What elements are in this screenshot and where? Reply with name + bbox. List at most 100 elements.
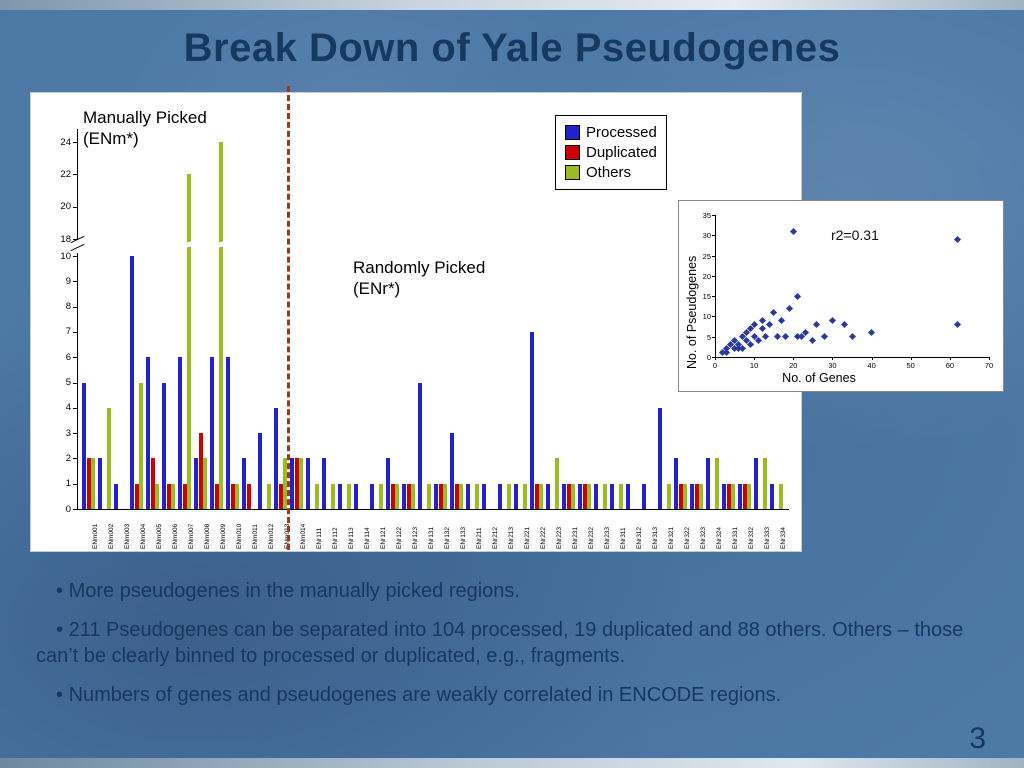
bar-others bbox=[571, 483, 576, 509]
bar-processed bbox=[402, 483, 406, 509]
bar-processed bbox=[322, 458, 326, 509]
y-tick-label: 1 bbox=[65, 478, 71, 490]
bullet-marker: • bbox=[56, 580, 64, 602]
legend-label: Processed bbox=[586, 124, 657, 141]
scatter-point bbox=[746, 341, 754, 349]
legend-item: Processed bbox=[565, 124, 657, 141]
bar-others bbox=[91, 458, 96, 509]
bar-others bbox=[331, 483, 336, 509]
bar-duplicated bbox=[278, 483, 283, 509]
x-category-label: ENr334 bbox=[780, 526, 787, 549]
x-category-label: ENm010 bbox=[236, 523, 243, 549]
bar-others bbox=[267, 483, 272, 509]
y-tick-mark bbox=[712, 296, 715, 298]
bar-processed bbox=[370, 483, 374, 509]
x-category-label: ENr313 bbox=[652, 526, 659, 549]
bar-processed bbox=[770, 483, 774, 509]
bar-processed bbox=[530, 331, 534, 509]
x-tick-label: 20 bbox=[789, 361, 798, 370]
x-axis-line bbox=[77, 509, 789, 510]
bar-others bbox=[443, 483, 448, 509]
bar-duplicated bbox=[566, 483, 571, 509]
x-category-label: ENm006 bbox=[172, 523, 179, 549]
x-category-label: ENr231 bbox=[572, 526, 579, 549]
manual-random-divider-line bbox=[287, 86, 290, 550]
scatter-point bbox=[789, 227, 797, 235]
y-tick-label: 20 bbox=[60, 201, 71, 213]
bar-processed bbox=[690, 483, 694, 509]
x-category-label: ENr312 bbox=[636, 526, 643, 549]
x-category-label: ENr223 bbox=[556, 526, 563, 549]
bar-duplicated bbox=[406, 483, 411, 509]
x-category-label: ENm009 bbox=[220, 523, 227, 549]
bar-processed bbox=[754, 458, 758, 509]
x-tick-mark bbox=[949, 357, 951, 360]
bar-processed bbox=[594, 483, 598, 509]
scatter-point bbox=[840, 320, 848, 329]
y-tick-label: 3 bbox=[65, 427, 71, 439]
x-category-label: ENm004 bbox=[140, 523, 147, 549]
bar-duplicated bbox=[582, 483, 587, 509]
x-category-label: ENr322 bbox=[684, 526, 691, 549]
y-tick-mark bbox=[712, 235, 715, 237]
bar-others bbox=[155, 483, 160, 509]
bar-processed bbox=[450, 433, 454, 509]
x-category-label: ENm001 bbox=[92, 523, 99, 549]
bar-duplicated bbox=[150, 458, 155, 509]
legend-item: Others bbox=[565, 164, 657, 181]
bar-processed bbox=[98, 458, 102, 509]
scatter-point bbox=[813, 320, 821, 329]
y-tick-label: 7 bbox=[65, 326, 71, 338]
x-category-label: ENm012 bbox=[268, 523, 275, 549]
bar-processed bbox=[610, 483, 614, 509]
y-tick-label: 10 bbox=[60, 250, 71, 262]
scatter-point bbox=[770, 308, 778, 316]
bar-others bbox=[283, 458, 288, 509]
bar-others bbox=[235, 483, 240, 509]
y-tick-mark bbox=[73, 306, 77, 308]
bar-processed bbox=[738, 483, 742, 509]
y-tick-mark bbox=[73, 357, 77, 359]
scatter-point bbox=[774, 333, 782, 341]
legend-item: Duplicated bbox=[565, 144, 657, 161]
bullet-text: More pseudogenes in the manually picked … bbox=[68, 580, 520, 602]
bar-processed bbox=[466, 483, 470, 509]
scatter-y-axis-label: No. of Pseudogenes bbox=[685, 255, 699, 369]
bar-duplicated bbox=[166, 483, 171, 509]
bar-processed bbox=[178, 357, 182, 509]
y-tick-mark bbox=[73, 256, 77, 257]
bar-duplicated bbox=[182, 483, 187, 509]
bar-processed bbox=[354, 483, 358, 509]
x-category-label: ENr333 bbox=[764, 526, 771, 549]
bottom-gradient-band bbox=[0, 758, 1024, 768]
scatter-point bbox=[821, 333, 829, 341]
scatter-point bbox=[762, 333, 770, 341]
y-tick-mark bbox=[73, 206, 77, 208]
scatter-point bbox=[785, 304, 793, 312]
y-tick-mark bbox=[712, 316, 715, 318]
bar-duplicated bbox=[230, 483, 235, 509]
scatter-point bbox=[738, 345, 746, 353]
x-tick-mark bbox=[871, 357, 873, 360]
bar-break-mark bbox=[218, 241, 225, 248]
scatter-point bbox=[828, 316, 836, 325]
bar-duplicated bbox=[86, 458, 91, 509]
y-tick-mark bbox=[712, 215, 715, 216]
x-category-label: ENr133 bbox=[460, 526, 467, 549]
y-tick-mark bbox=[712, 275, 715, 277]
y-tick-label: 4 bbox=[65, 402, 71, 414]
chart-legend: Processed Duplicated Others bbox=[555, 115, 667, 190]
x-category-label: ENm011 bbox=[252, 524, 259, 549]
bar-chart-panel: 0 1 2 3 4 5 6 7 8 9 10 18 20 22 24 ENm001 ENm002 ENm003 EN… bbox=[30, 92, 802, 552]
bar-duplicated bbox=[726, 483, 731, 509]
y-tick-mark bbox=[73, 239, 77, 240]
x-category-label: ENm008 bbox=[204, 523, 211, 549]
scatter-point bbox=[777, 316, 786, 325]
y-tick-mark bbox=[73, 281, 77, 283]
bar-others bbox=[699, 483, 704, 509]
bar-others bbox=[427, 483, 432, 509]
scatter-point bbox=[766, 320, 774, 329]
y-tick-label: 0 bbox=[65, 503, 71, 515]
bar-duplicated bbox=[438, 483, 443, 509]
